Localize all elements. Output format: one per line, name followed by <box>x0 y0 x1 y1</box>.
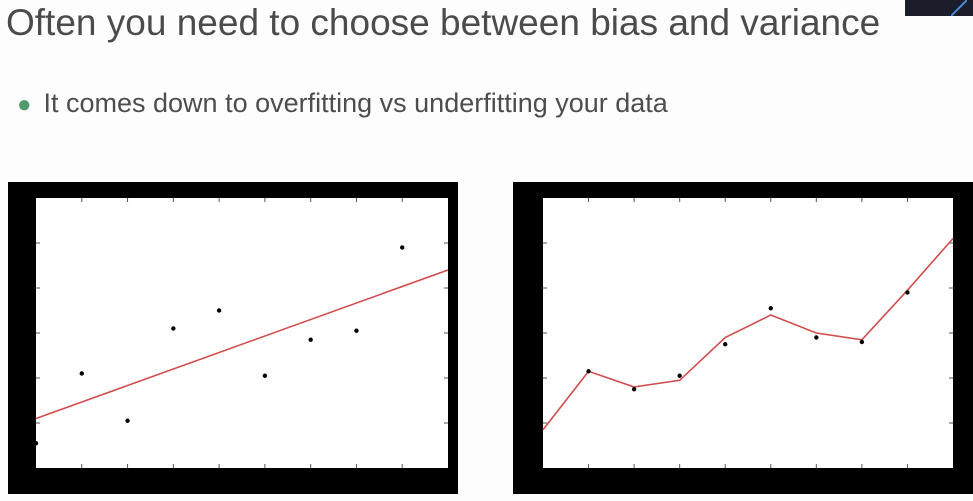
overfit-data-point-3 <box>723 342 728 347</box>
overfit-polyline-plot <box>513 182 973 494</box>
presenter-video-thumbnail <box>905 0 973 16</box>
overfit-data-point-5 <box>814 335 819 340</box>
overfit-plot-svg <box>542 198 954 468</box>
underfit-data-point-1 <box>79 371 84 376</box>
bullet-dot-icon: ● <box>17 91 32 118</box>
overfit-data-point-4 <box>768 306 773 311</box>
underfit-linear-plot <box>8 182 458 494</box>
underfit-data-point-7 <box>354 328 359 333</box>
underfit-plot-svg <box>33 198 449 468</box>
bullet-item: ● It comes down to overfitting vs underfi… <box>17 88 668 119</box>
overfit-data-point-1 <box>631 387 637 392</box>
bullet-text: It comes down to overfitting vs underfit… <box>43 88 668 118</box>
underfit-data-point-5 <box>262 373 268 378</box>
underfit-data-point-2 <box>125 418 130 423</box>
underfit-data-point-3 <box>171 326 176 331</box>
underfit-data-point-8 <box>400 245 405 250</box>
slide-title: Often you need to choose between bias an… <box>6 2 881 43</box>
overfit-fit-line <box>542 237 954 431</box>
underfit-data-point-6 <box>308 337 313 342</box>
overfit-plot-area <box>543 198 953 468</box>
overfit-data-point-6 <box>859 339 865 345</box>
underfit-plot-area <box>36 198 448 468</box>
video-overlay-icon <box>951 0 967 16</box>
overfit-data-point-0 <box>586 369 591 374</box>
underfit-fit-line <box>35 269 449 420</box>
underfit-data-point-0 <box>33 441 39 446</box>
underfit-data-point-4 <box>216 308 222 313</box>
overfit-data-point-2 <box>677 373 682 378</box>
overfit-data-point-7 <box>905 290 910 295</box>
